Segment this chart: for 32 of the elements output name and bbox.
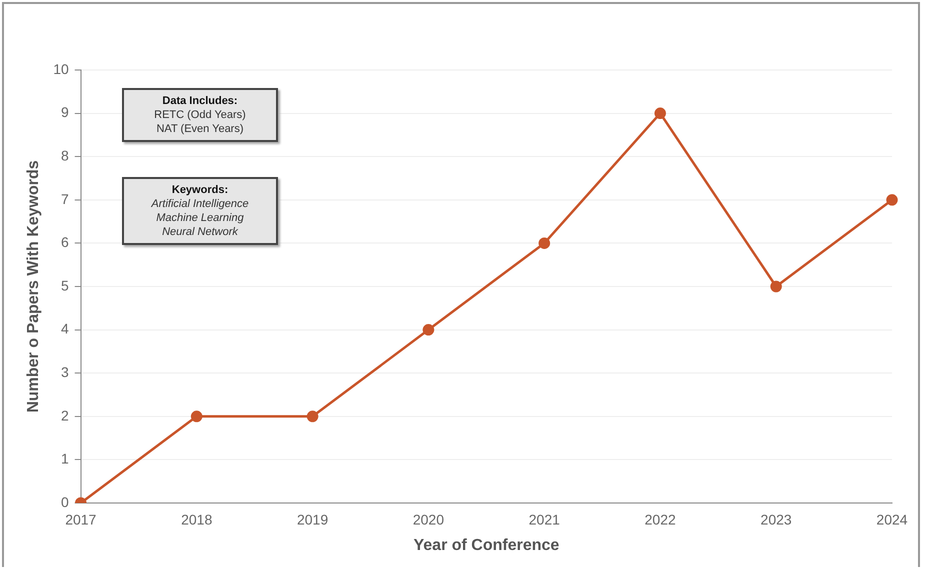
y-tick-label: 5 [60,277,69,294]
x-tick-label: 2019 [296,511,328,528]
y-tick-label: 10 [53,60,69,77]
x-tick-label: 2024 [876,511,908,528]
annotation: Keywords: Artificial Intelligence Machine Learning Neural Network [150,183,250,239]
x-tick-label: 2020 [412,511,444,528]
annotation: Data Includes: RETC (Odd Years) NAT (Even Years) [153,94,247,136]
x-tick-label: 2017 [65,511,97,528]
y-tick-label: 7 [60,190,69,207]
y-tick-label: 6 [60,234,69,250]
y-tick-label: 3 [60,364,69,380]
y-tick-label: 1 [60,450,69,467]
x-tick-label: 2022 [644,511,676,528]
point [306,410,318,422]
note-box: Data Includes: RETC (Odd Years) NAT (Even Years) [122,88,278,142]
point [190,410,202,422]
note-box: Keywords: Artificial Intelligence Machine Learning Neural Network [122,177,278,245]
point [654,108,666,120]
y-tick-label: 9 [60,104,69,120]
x-tick-label: 2023 [760,511,792,528]
y-tick-label: 8 [60,147,69,164]
y-tick-label: 4 [60,320,69,337]
point [538,237,550,249]
y-axis-title: Number o Papers With Keywords [25,160,42,413]
x-tick-label: 2018 [181,511,212,528]
point [886,194,898,206]
y-tick-label: 2 [60,407,69,424]
point [770,280,782,292]
y-tick-label: 0 [60,494,69,510]
x-axis-title: Year of Conference [413,536,560,554]
x-tick-label: 2021 [528,511,560,528]
point [422,324,434,336]
